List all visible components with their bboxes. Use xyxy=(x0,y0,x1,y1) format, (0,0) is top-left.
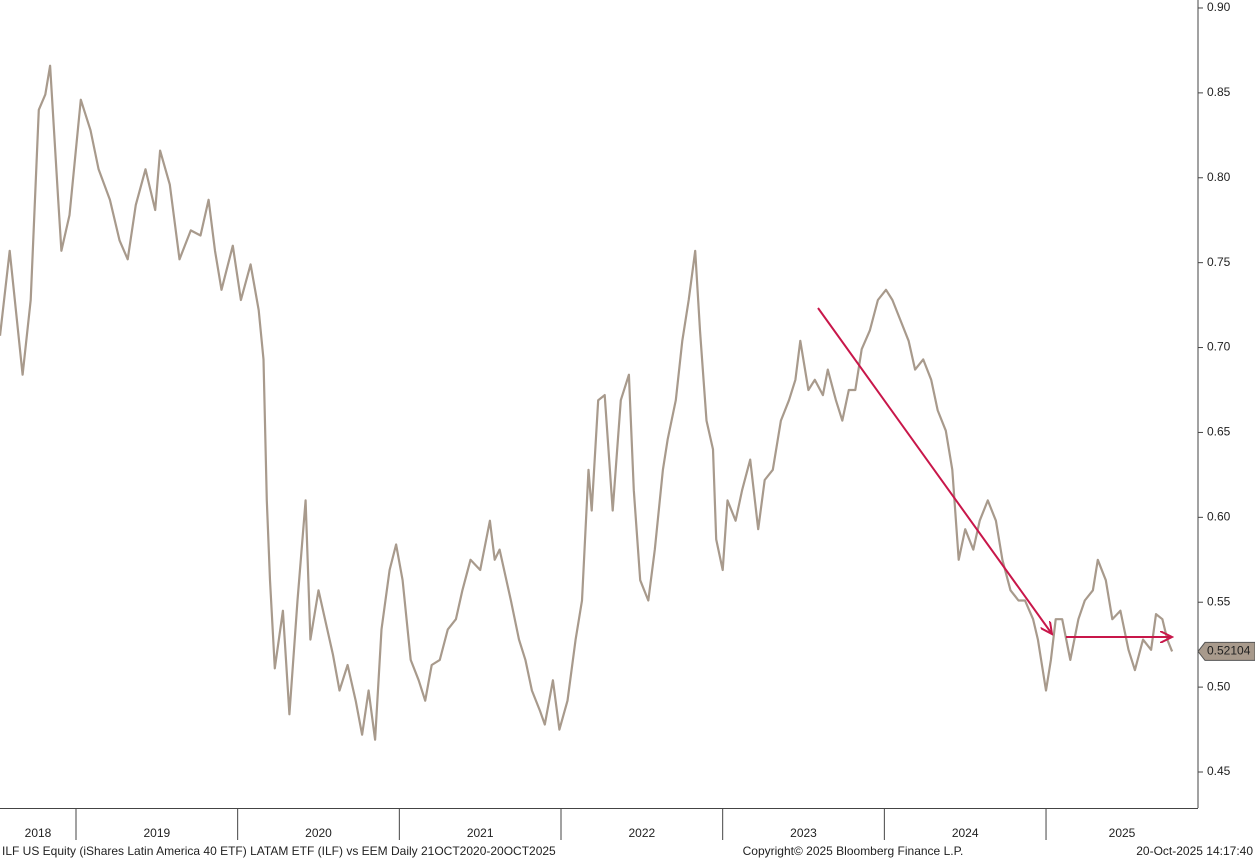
y-tick-label: 0.65 xyxy=(1207,425,1231,439)
x-tick-label: 2021 xyxy=(467,826,494,840)
y-tick-label: 0.45 xyxy=(1207,764,1231,778)
y-tick-label: 0.55 xyxy=(1207,594,1231,608)
y-tick-label: 0.90 xyxy=(1207,0,1231,14)
y-tick-label: 0.85 xyxy=(1207,85,1231,99)
x-tick-label: 2023 xyxy=(790,826,817,840)
x-tick-label: 2019 xyxy=(143,826,170,840)
y-tick-label: 0.80 xyxy=(1207,170,1231,184)
last-value-label: 0.52104 xyxy=(1207,644,1251,658)
footer-center: Copyright© 2025 Bloomberg Finance L.P. xyxy=(743,844,964,858)
trend-arrow xyxy=(817,307,1052,634)
y-tick-label: 0.75 xyxy=(1207,255,1231,269)
x-tick-label: 2025 xyxy=(1109,826,1136,840)
y-tick-label: 0.70 xyxy=(1207,340,1231,354)
last-value-tag xyxy=(1197,641,1255,661)
x-tick-label: 2018 xyxy=(25,826,52,840)
x-tick-label: 2020 xyxy=(305,826,332,840)
footer-right: 20-Oct-2025 14:17:40 xyxy=(1136,844,1253,858)
x-tick-label: 2024 xyxy=(952,826,979,840)
y-tick-label: 0.50 xyxy=(1207,679,1231,693)
footer-left: ILF US Equity (iShares Latin America 40 … xyxy=(2,844,556,858)
plot: 0.45 0.50 0.55 0.60 0.65 0.70 0.75 0.80 0.85 0.90… xyxy=(0,0,1255,840)
y-tick-label: 0.60 xyxy=(1207,510,1231,524)
ratio-line xyxy=(0,64,1174,741)
x-tick-label: 2022 xyxy=(628,826,655,840)
